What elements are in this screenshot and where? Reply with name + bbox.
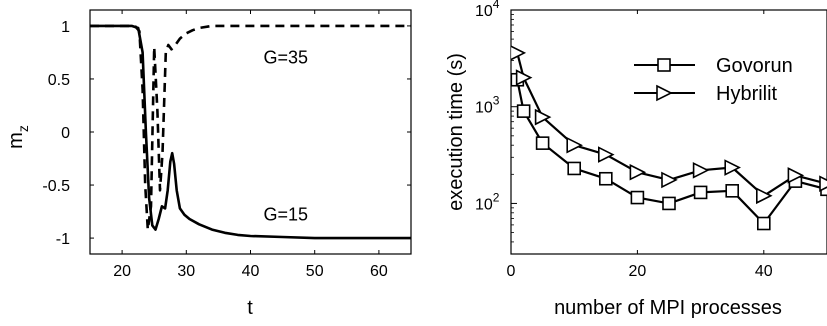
data-point-square [535,136,550,150]
left-y-axis-label-subscript: z [15,125,31,132]
data-point-triangle [566,136,583,154]
legend-govorun-marker [657,58,671,72]
left-y-tick-label: 0.5 [48,72,70,89]
left-y-tick-label: -1 [56,231,70,248]
data-point-triangle [724,159,741,176]
data-point-square [756,216,771,231]
right-x-tick-label: 40 [755,263,773,280]
legend-hybrilit-label: Hybrilit [716,83,778,105]
left-plot-frame [89,9,412,255]
left-x-axis-label: t [247,297,253,319]
right-y-tick-exponent: 4 [493,0,500,11]
left-series [90,24,411,240]
annotation-g15: G=15 [264,205,309,225]
left-y-tick-label: 1 [61,19,70,36]
right-plot-frame [510,9,827,255]
left-chart: 20 30 40 50 60 1 0.5 0 -0.5 -1 t mz G=35 G=15 [5,9,412,319]
legend-hybrilit-marker [656,84,673,102]
left-series-dashed [90,24,411,231]
right-y-tick-exponent: 2 [493,190,500,204]
left-y-tick-label: -0.5 [42,178,70,195]
left-y-tick-label: 0 [61,125,70,142]
left-x-tick-label: 40 [242,263,260,280]
left-x-tick-label: 60 [370,263,388,280]
right-y-axis-label: execution time (s) [445,53,467,211]
data-point-triangle [515,69,533,86]
right-y-tick-label: 104 [475,0,500,20]
right-series [511,45,827,231]
series-hybrilit [511,45,827,205]
data-point-square [693,185,708,200]
data-point-square [725,184,740,198]
data-point-triangle [629,163,647,181]
data-point-triangle [511,45,527,61]
right-x-tick-label: 0 [507,263,516,280]
right-x-tick-label: 20 [629,263,647,280]
series-line [516,52,827,197]
data-point-triangle [534,108,552,126]
left-y-axis-label-main: m [5,132,27,149]
right-y-tick-label: 102 [475,190,500,213]
data-point-triangle [661,171,678,189]
left-x-tick-label: 50 [306,263,324,280]
right-y-tick-label: 103 [475,94,500,117]
data-point-triangle [692,162,710,179]
data-point-triangle [597,146,615,163]
right-x-axis-label: number of MPI processes [554,297,782,319]
data-point-square [567,161,582,176]
left-series-solid [90,24,411,240]
annotation-g35: G=35 [264,48,309,68]
right-ticks: 0 20 40 102 103 104 [475,0,773,280]
data-point-triangle [819,175,827,192]
series-govorun [511,72,827,231]
data-point-triangle [787,167,805,184]
left-x-tick-label: 30 [177,263,195,280]
data-point-triangle [755,187,773,205]
right-y-tick-exponent: 3 [493,94,500,108]
data-point-square [662,196,676,211]
data-point-square [598,171,613,186]
legend-govorun-label: Govorun [716,55,793,77]
data-point-square [516,104,531,118]
left-y-axis-label: mz [5,125,31,149]
left-x-tick-label: 20 [113,263,131,280]
left-ticks: 20 30 40 50 60 1 0.5 0 -0.5 -1 [42,10,411,280]
right-chart: 0 20 40 102 103 104 number of MPI processes e… [445,0,827,319]
legend: Govorun Hybrilit [634,55,793,105]
data-point-square [630,190,645,205]
